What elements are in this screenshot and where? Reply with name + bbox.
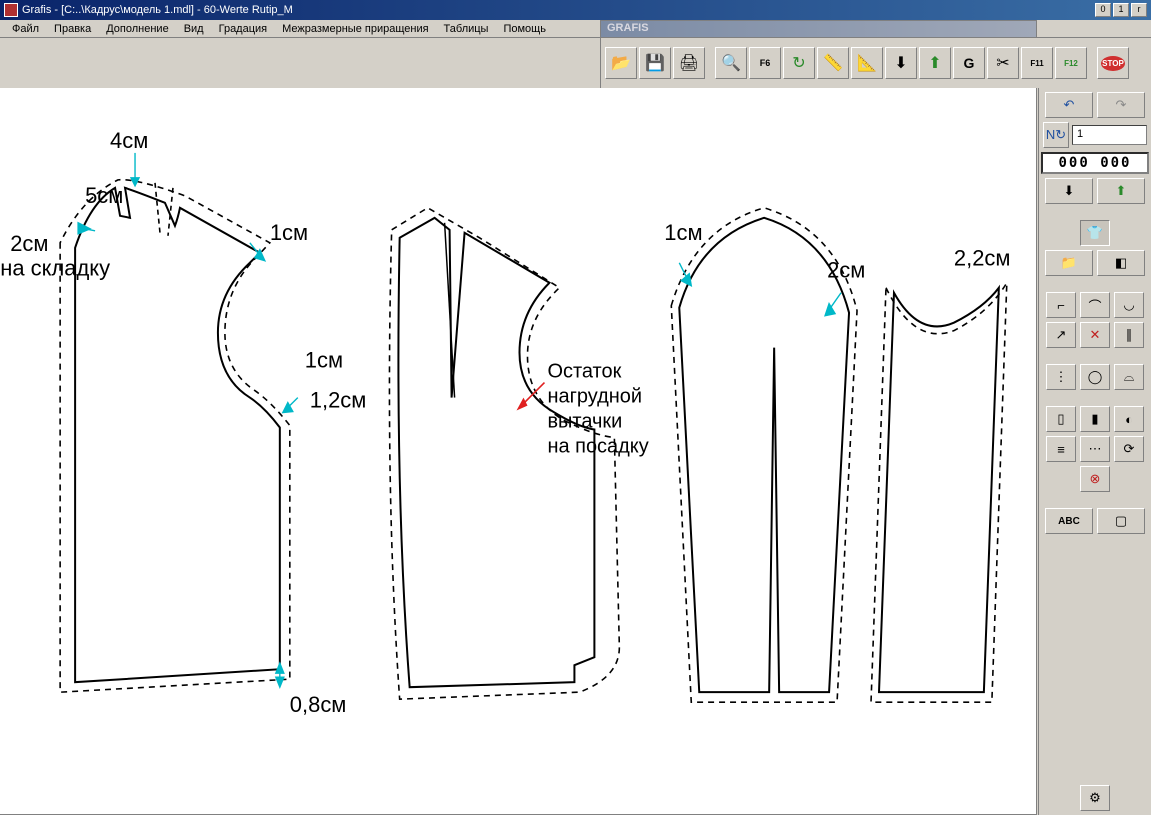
- open-icon[interactable]: 📂: [605, 47, 637, 79]
- step-input[interactable]: 1: [1072, 125, 1147, 145]
- note-line3: вытачки: [547, 411, 622, 433]
- piece-tool-icon[interactable]: ◧: [1097, 250, 1145, 276]
- corner-tool-icon[interactable]: ⌐: [1046, 292, 1076, 318]
- label-12cm: 1,2см: [310, 388, 367, 413]
- counter-display: 000 000: [1041, 152, 1149, 174]
- ruler-icon[interactable]: 📏: [817, 47, 849, 79]
- delete-tool-icon[interactable]: ⊗: [1080, 466, 1110, 492]
- canvas[interactable]: 4см 5см 2см на складку 1см 1см 1,2см 0,8…: [0, 88, 1037, 815]
- stop-icon[interactable]: STOP: [1097, 47, 1129, 79]
- line-tool-icon[interactable]: ↗: [1046, 322, 1076, 348]
- refresh-icon[interactable]: ↻: [783, 47, 815, 79]
- close-button[interactable]: r: [1131, 3, 1147, 17]
- sub-header-text: GRAFIS: [607, 22, 649, 34]
- up-arrow-icon[interactable]: ⬆: [919, 47, 951, 79]
- menu-tables[interactable]: Таблицы: [438, 22, 495, 36]
- title-bar: Grafis - [C:..\Кадрус\модель 1.mdl] - 60…: [0, 0, 1151, 20]
- note-line4: на посадку: [547, 435, 648, 457]
- zoom-icon[interactable]: 🔍: [715, 47, 747, 79]
- bodice-tool-icon[interactable]: 👕: [1080, 220, 1110, 246]
- label-1cm-top: 1см: [270, 220, 308, 245]
- cut-icon[interactable]: ✂: [987, 47, 1019, 79]
- menu-edit[interactable]: Правка: [48, 22, 97, 36]
- note-line1: Остаток: [547, 361, 621, 383]
- circle-tool-icon[interactable]: ◯: [1080, 364, 1110, 390]
- undo-icon[interactable]: ↶: [1045, 92, 1093, 118]
- note-line2: нагрудной: [547, 386, 642, 408]
- menu-increments[interactable]: Межразмерные приращения: [276, 22, 434, 36]
- f12-icon[interactable]: F12: [1055, 47, 1087, 79]
- piece3-tool-icon[interactable]: ◐: [1114, 406, 1144, 432]
- machine-icon[interactable]: ⚙: [1080, 785, 1110, 811]
- folder-tool-icon[interactable]: 📁: [1045, 250, 1093, 276]
- step-reset-icon[interactable]: N↻: [1043, 122, 1069, 148]
- main-toolbar: 📂 💾 🖨 🔍 F6 ↻ 📏 📐 ⬇ ⬆ G ✂ F11 F12 STOP: [600, 38, 1151, 88]
- menu-addition[interactable]: Дополнение: [100, 22, 174, 36]
- curve-tool-icon[interactable]: ⌒: [1080, 292, 1110, 318]
- grade3-tool-icon[interactable]: ⟳: [1114, 436, 1144, 462]
- grade1-tool-icon[interactable]: ≡: [1046, 436, 1076, 462]
- dimension-arrows: [78, 153, 841, 687]
- maximize-button[interactable]: 1: [1113, 3, 1129, 17]
- label-1cm-sleeve: 1см: [664, 220, 702, 245]
- label-22cm: 2,2см: [954, 246, 1011, 271]
- label-2cm-fold: 2см: [10, 231, 48, 256]
- piece2-tool-icon[interactable]: ▮: [1080, 406, 1110, 432]
- menu-file[interactable]: Файл: [6, 22, 45, 36]
- measure-icon[interactable]: 📐: [851, 47, 883, 79]
- label-fold: на складку: [0, 256, 110, 281]
- f11-icon[interactable]: F11: [1021, 47, 1053, 79]
- piece1-tool-icon[interactable]: ▯: [1046, 406, 1076, 432]
- arc-tool-icon[interactable]: ⌓: [1114, 364, 1144, 390]
- points-tool-icon[interactable]: ⋮: [1046, 364, 1076, 390]
- print-icon[interactable]: 🖨: [673, 47, 705, 79]
- redo-icon[interactable]: ↷: [1097, 92, 1145, 118]
- red-arrow: [517, 383, 545, 411]
- label-4cm: 4см: [110, 128, 148, 153]
- menu-help[interactable]: Помощь: [497, 22, 552, 36]
- cross-tool-icon[interactable]: ✕: [1080, 322, 1110, 348]
- right-sidebar: ↶ ↷ N↻ 1 000 000 ⬇ ⬆ 👕 📁 ◧ ⌐ ⌒ ◡ ↗ ✕ ∥ ⋮…: [1038, 88, 1151, 815]
- window-title: Grafis - [C:..\Кадрус\модель 1.mdl] - 60…: [22, 4, 293, 16]
- f6-icon[interactable]: F6: [749, 47, 781, 79]
- menu-gradation[interactable]: Градация: [213, 22, 274, 36]
- up-icon[interactable]: ⬆: [1097, 178, 1145, 204]
- app-icon: [4, 3, 18, 17]
- sleeve-under-piece: [871, 283, 1007, 702]
- sub-header: GRAFIS: [600, 20, 1037, 38]
- parallel-tool-icon[interactable]: ∥: [1114, 322, 1144, 348]
- label-2cm-sleeve: 2см: [827, 258, 865, 283]
- minimize-button[interactable]: 0: [1095, 3, 1111, 17]
- grade2-tool-icon[interactable]: ⋯: [1080, 436, 1110, 462]
- label-08cm: 0,8см: [290, 692, 347, 717]
- label-1cm-arm: 1см: [305, 348, 343, 373]
- pattern-tool-icon[interactable]: ▢: [1097, 508, 1145, 534]
- g-icon[interactable]: G: [953, 47, 985, 79]
- down-arrow-icon[interactable]: ⬇: [885, 47, 917, 79]
- menu-view[interactable]: Вид: [178, 22, 210, 36]
- label-5cm: 5см: [85, 183, 123, 208]
- shape-tool-icon[interactable]: ◡: [1114, 292, 1144, 318]
- save-icon[interactable]: 💾: [639, 47, 671, 79]
- text-tool-icon[interactable]: ABC: [1045, 508, 1093, 534]
- down-icon[interactable]: ⬇: [1045, 178, 1093, 204]
